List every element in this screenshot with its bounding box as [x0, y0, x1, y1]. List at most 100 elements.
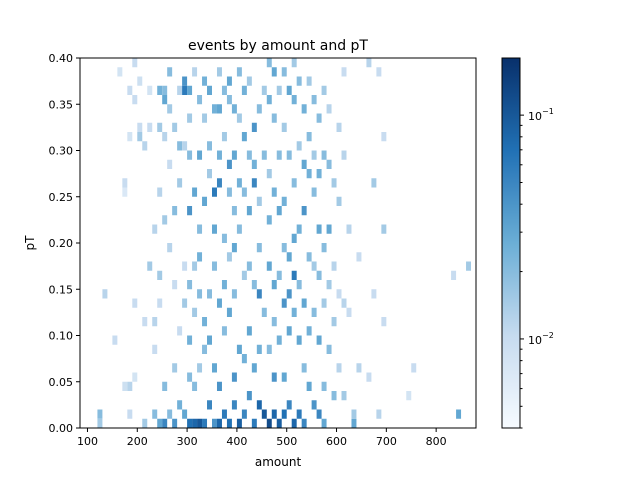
x-tick-label: 400	[226, 435, 247, 448]
heatmap-cell	[456, 409, 462, 419]
x-tick-label: 200	[127, 435, 148, 448]
heatmap-cell	[291, 418, 297, 428]
heatmap-cell	[147, 261, 153, 271]
heatmap-cell	[187, 280, 193, 290]
heatmap-cell	[276, 418, 282, 428]
heatmap-cell	[301, 104, 307, 114]
y-tick-label: 0.30	[49, 145, 74, 158]
heatmap-cell	[207, 289, 212, 299]
heatmap-cell	[266, 215, 272, 225]
heatmap-cell	[276, 150, 282, 160]
heatmap-cell	[221, 132, 227, 142]
heatmap-cell	[212, 187, 217, 197]
heatmap-cell	[241, 132, 247, 142]
heatmap-cell	[182, 298, 188, 308]
heatmap-cell	[216, 298, 222, 308]
y-tick-label: 0.25	[49, 191, 74, 204]
heatmap-cell	[187, 113, 193, 123]
heatmap-cell	[212, 261, 217, 271]
heatmap-cell	[251, 159, 257, 169]
heatmap-cell	[286, 289, 292, 299]
heatmap-cell	[286, 150, 292, 160]
y-tick-label: 0.35	[49, 98, 74, 111]
heatmap-cell	[381, 132, 387, 142]
heatmap-cell	[266, 95, 272, 105]
heatmap-cell	[216, 381, 222, 391]
heatmap-cell	[212, 418, 217, 428]
heatmap-cell	[301, 159, 307, 169]
heatmap-cell	[207, 335, 212, 345]
heatmap-cell	[202, 418, 208, 428]
colorbar-tick-label: 10−1	[528, 107, 554, 123]
heatmap-cell	[236, 418, 242, 428]
heatmap-cell	[207, 169, 212, 179]
heatmap-cell	[321, 381, 327, 391]
heatmap-cell	[212, 104, 217, 114]
heatmap-cell	[167, 409, 173, 419]
heatmap-cell	[182, 261, 188, 271]
heatmap-cell	[226, 76, 232, 86]
heatmap-cell	[326, 280, 332, 290]
heatmap-cell	[142, 317, 148, 327]
heatmap-cell	[157, 298, 163, 308]
heatmap-cell	[182, 141, 188, 151]
heatmap-cell	[167, 104, 173, 114]
heatmap-cell	[291, 58, 297, 68]
heatmap-cell	[221, 85, 227, 95]
heatmap-cell	[182, 85, 188, 95]
heatmap-cell	[112, 335, 118, 345]
heatmap-cell	[376, 67, 382, 77]
heatmap-cell	[311, 307, 317, 317]
heatmap-cell	[316, 113, 322, 123]
heatmap-cell	[366, 372, 372, 382]
heatmap-cell	[261, 307, 267, 317]
heatmap-cell	[336, 196, 342, 206]
heatmap-cell	[197, 252, 203, 262]
heatmap-cell	[256, 400, 262, 410]
heatmap-cell	[192, 307, 198, 317]
x-tick-label: 500	[276, 435, 297, 448]
x-tick-label: 800	[426, 435, 447, 448]
heatmap-cell	[336, 122, 342, 132]
heatmap-cell	[246, 326, 252, 336]
heatmap-cell	[331, 391, 337, 401]
colorbar-tick-label: 10−2	[528, 331, 554, 347]
heatmap-cell	[286, 85, 292, 95]
heatmap-cell	[271, 280, 277, 290]
heatmap-cell	[202, 344, 208, 354]
heatmap-cell	[296, 280, 302, 290]
heatmap-cell	[246, 76, 252, 86]
heatmap-cell	[192, 67, 198, 77]
heatmap-cell	[251, 280, 257, 290]
heatmap-cell	[336, 289, 342, 299]
heatmap-cell	[381, 317, 387, 327]
heatmap-cell	[291, 178, 297, 188]
heatmap-cell	[271, 113, 277, 123]
heatmap-cell	[236, 344, 242, 354]
heatmap-cell	[192, 261, 198, 271]
heatmap-cell	[236, 67, 242, 77]
heatmap-cell	[266, 169, 272, 179]
x-tick-label: 100	[77, 435, 98, 448]
heatmap-cell	[246, 206, 252, 216]
heatmap-cell	[321, 298, 327, 308]
heatmap-cell	[256, 243, 262, 253]
heatmap-cell	[281, 409, 287, 419]
heatmap-cell	[341, 150, 347, 160]
heatmap-cell	[331, 178, 337, 188]
heatmap-cell	[346, 307, 352, 317]
heatmap-cell	[306, 326, 312, 336]
heatmap-cell	[192, 418, 198, 428]
heatmap-cell	[331, 261, 337, 271]
x-axis-ticks: 100 200 300 400 500 600 700 800	[77, 428, 447, 448]
heatmap-cell	[256, 104, 262, 114]
heatmap-cell	[157, 418, 163, 428]
heatmap-cell	[326, 224, 332, 234]
heatmap-cell	[197, 224, 203, 234]
heatmap-cell	[221, 280, 227, 290]
heatmap-cell	[231, 289, 237, 299]
heatmap-cell	[137, 76, 143, 86]
heatmap-cell	[192, 381, 198, 391]
